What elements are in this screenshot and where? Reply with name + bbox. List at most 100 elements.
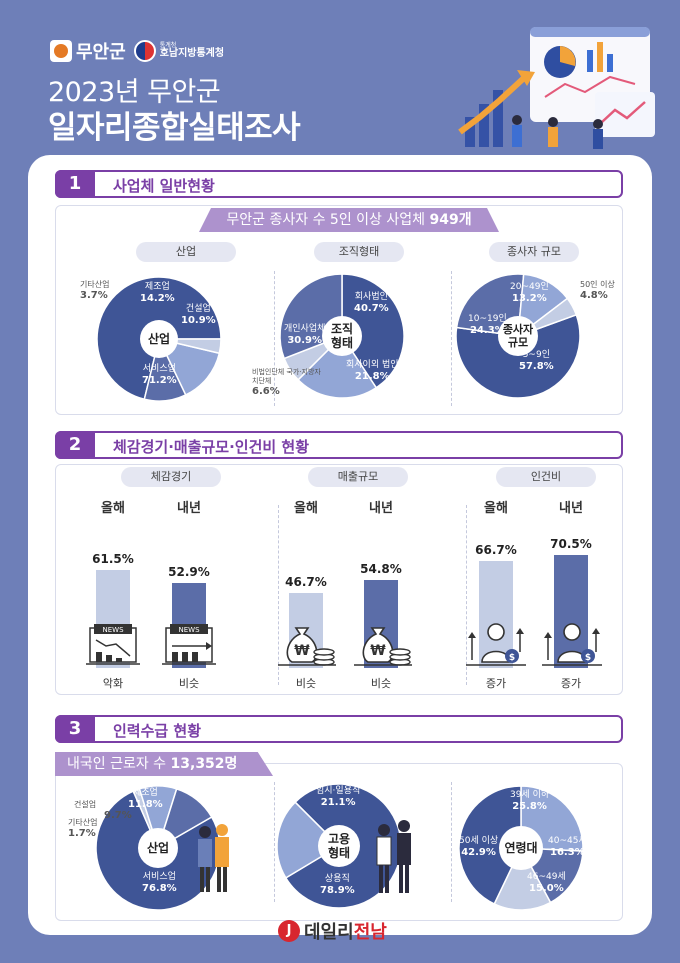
slice-category: 5~9인 <box>522 350 550 360</box>
money-bag-icon: ₩ <box>278 627 336 666</box>
slice-label-s3-age-50: 50세 이상 42.9% <box>459 836 498 860</box>
agency: 통계청 호남지방통계청 <box>159 41 225 60</box>
section3-box <box>55 763 623 921</box>
slice-label-s3-construction: 건설업 9.7% <box>74 800 132 823</box>
pie-center-s3-age: 연령대 <box>499 826 543 870</box>
worker-salary-icon: $ <box>466 623 526 666</box>
slice-label-industry-other: 기타산업 3.7% <box>80 280 109 303</box>
slice-value: 25.8% <box>512 801 547 813</box>
title-line2: 일자리종합실태조사 <box>48 110 301 146</box>
section2-divider <box>466 505 467 685</box>
brand-name-a: 데일리 <box>304 922 354 943</box>
bar-bottom-sales-this: 비슷 <box>295 677 317 690</box>
footer-brand: J 데일리전남 <box>278 918 387 944</box>
slice-label-s3-manufacturing: 제조업 11.8% <box>128 788 163 812</box>
worker-salary-icon: $ <box>542 623 602 666</box>
slice-category: 서비스업 <box>142 364 176 374</box>
news-label: NEWS <box>178 626 200 634</box>
slice-label-org-nonprofit: 비법인단체 국가·지방자치단체 6.6% <box>252 368 322 398</box>
section1-banner-prefix: 무안군 종사자 수 5인 이상 사업체 <box>226 212 426 228</box>
title-line1: 2023년 무안군 <box>48 77 221 108</box>
section3-divider <box>451 782 452 902</box>
muan-logo-icon <box>50 40 72 62</box>
section3-number: 3 <box>55 715 95 743</box>
section3-banner-count: 13,352명 <box>170 756 238 772</box>
pie-center-industry: 산업 <box>140 320 178 358</box>
agency-name: 호남지방통계청 <box>159 47 225 59</box>
logo-name: 무안군 <box>76 42 126 63</box>
slice-category: 20~49인 <box>510 282 549 292</box>
slice-value: 71.2% <box>142 375 177 387</box>
news-decline-icon: NEWS <box>86 624 140 665</box>
bar-value-label-3-1: 52.9% <box>168 565 210 580</box>
brand-badge-icon: J <box>278 920 300 942</box>
section2-title: 체감경기·매출규모·인건비 현황 <box>113 438 310 456</box>
slice-value: 1.7% <box>68 828 96 839</box>
slice-category: 기타산업 <box>68 818 98 827</box>
section2-header: 2 체감경기·매출규모·인건비 현황 <box>55 431 623 459</box>
slice-category: 제조업 <box>144 282 170 292</box>
pie-center-s3-industry: 산업 <box>138 828 178 868</box>
bar-bottom-economy-next: 비슷 <box>178 677 200 690</box>
slice-value: 21.1% <box>320 797 356 809</box>
section3-header: 3 인력수급 현황 <box>55 715 623 743</box>
slice-category: 제조업 <box>132 788 158 798</box>
slice-category: 50세 이상 <box>459 836 499 846</box>
bar-value-label-4-0: 46.7% <box>285 575 327 590</box>
section1-banner-count: 949개 <box>429 212 472 228</box>
pie-center-org-type: 조직 형태 <box>322 316 362 356</box>
slice-label-size-50-plus: 50인 이상 4.8% <box>580 280 615 303</box>
brand-name: 데일리전남 <box>304 918 387 944</box>
bar-label-labor-this: 올해 <box>484 501 508 516</box>
slice-label-org-company: 회사법인 40.7% <box>354 292 389 316</box>
bar-label-sales-this: 올해 <box>294 501 318 516</box>
slice-value: 9.7% <box>104 810 132 821</box>
slice-value: 21.8% <box>354 371 390 383</box>
slice-category: 39세 이하 <box>510 790 550 800</box>
logo: 무안군 통계청 호남지방통계청 <box>50 38 224 64</box>
section1-number: 1 <box>55 170 95 198</box>
bar-label-sales-next: 내년 <box>369 501 393 516</box>
slice-category: 회사이외 법인 <box>346 360 399 370</box>
bar-5-0 <box>479 561 513 668</box>
bar-label-labor-next: 내년 <box>559 501 583 516</box>
bar-group-title-labor-cost: 인건비 <box>496 467 596 487</box>
pie-center-employee-size: 종사자 규모 <box>498 316 538 356</box>
slice-category: 서비스업 <box>142 872 176 882</box>
slice-label-industry-manufacturing: 제조업 14.2% <box>140 282 175 306</box>
section1-title: 사업체 일반현황 <box>113 177 215 195</box>
chart-title-industry: 산업 <box>136 242 236 262</box>
slice-category: 건설업 <box>185 304 211 314</box>
slice-value: 78.9% <box>320 885 355 897</box>
bar-group-title-economy: 체감경기 <box>121 467 221 487</box>
slice-label-industry-construction: 건설업 10.9% <box>181 304 216 328</box>
workers-illustration-icon <box>198 824 229 892</box>
section1-header: 1 사업체 일반현황 <box>55 170 623 198</box>
agency-small: 통계청 <box>159 41 177 49</box>
pie-center-s3-employment: 고용 형태 <box>318 825 360 867</box>
slice-value: 15.0% <box>529 883 564 895</box>
slice-value: 24.3% <box>470 325 505 337</box>
slice-label-s3-age-46-49: 46~49세 15.0% <box>527 872 566 896</box>
slice-category: 10~19인 <box>468 314 507 324</box>
hero-illustration-icon <box>458 27 655 149</box>
slice-label-org-sole: 개인사업체 30.9% <box>284 324 325 348</box>
slice-category: 개인사업체 <box>284 324 326 334</box>
bar-5-1 <box>554 555 588 668</box>
svg-text:₩: ₩ <box>370 643 386 659</box>
slice-value: 14.2% <box>140 293 175 305</box>
chart-title-employee-size: 종사자 규모 <box>489 242 579 262</box>
slice-value: 30.9% <box>287 335 323 347</box>
news-label: NEWS <box>102 626 124 634</box>
section3-banner: 내국인 근로자 수 13,352명 <box>55 752 273 776</box>
slice-value: 3.7% <box>80 290 108 301</box>
section1-divider <box>274 271 275 406</box>
chart-title-org-type: 조직형태 <box>314 242 404 262</box>
money-bag-icon: ₩ <box>354 627 412 666</box>
slice-value: 6.6% <box>252 385 280 397</box>
slice-category: 40~45세 <box>548 836 587 846</box>
section2-number: 2 <box>55 431 95 459</box>
slice-category: 회사법인 <box>354 292 388 302</box>
slice-value: 10.9% <box>181 315 216 327</box>
svg-text:₩: ₩ <box>294 643 310 659</box>
